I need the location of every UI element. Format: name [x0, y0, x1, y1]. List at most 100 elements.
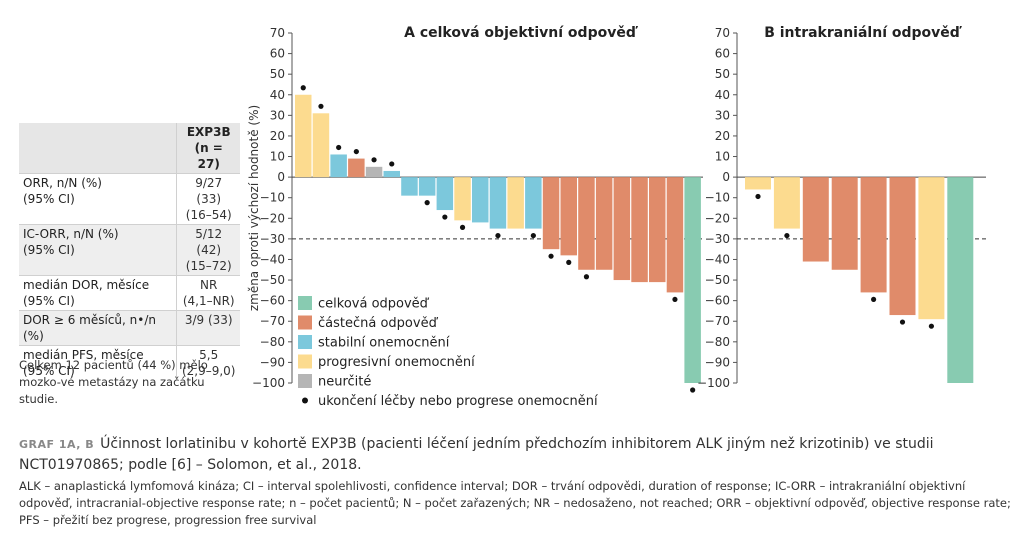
- caption-text: Účinnost lorlatinibu v kohortě EXP3B (pa…: [19, 436, 934, 473]
- y-tick-label: 10: [715, 150, 730, 164]
- chart-title: A celková objektivní odpověď: [404, 25, 639, 41]
- legend-dot: [302, 397, 308, 404]
- bar-response: [684, 177, 701, 383]
- y-tick-label: −50: [705, 273, 730, 287]
- discontinued-dot: [459, 224, 466, 230]
- y-tick-label: 50: [270, 67, 285, 81]
- bar-progressive: [745, 177, 771, 190]
- row-value-text: 9/27 (33): [195, 176, 223, 206]
- y-tick-label: −40: [705, 252, 730, 266]
- discontinued-dot: [442, 214, 448, 220]
- y-tick-label: 60: [715, 47, 730, 61]
- y-tick-label: 40: [270, 88, 285, 102]
- bar-stable: [436, 177, 454, 211]
- discontinued-dot: [672, 296, 678, 303]
- row-sublabel-text: (95% CI): [23, 243, 75, 257]
- legend-label: ukončení léčby nebo progrese onemocnění: [318, 394, 598, 409]
- row-label-text: medián DOR, měsíce: [23, 278, 150, 292]
- discontinued-dot: [928, 323, 935, 329]
- table-row: DOR ≥ 6 měsíců, n•/n (%) 3/9 (33): [19, 310, 240, 346]
- discontinued-dot: [784, 232, 790, 239]
- y-axis-label: změna oproti výchozí hodnotě (%): [247, 105, 261, 311]
- discontinued-dot: [899, 319, 906, 325]
- table-row: IC-ORR, n/N (%) (95% CI) 5/12 (42) (15–72): [19, 224, 240, 276]
- y-tick-label: 10: [270, 150, 285, 164]
- bar-progressive: [918, 177, 945, 320]
- bar-partial: [889, 177, 916, 316]
- efficacy-table: EXP3B (n = 27) ORR, n/N (%) (95% CI) 9/27 …: [19, 123, 240, 380]
- y-tick-label: −40: [260, 252, 285, 266]
- table-row: ORR, n/N (%) (95% CI) 9/27 (33) (16–54): [19, 173, 240, 225]
- y-tick-label: −70: [260, 314, 285, 328]
- bar-stable: [418, 177, 436, 196]
- y-tick-label: −30: [260, 232, 285, 246]
- table-row-value: 9/27 (33) (16–54): [176, 173, 240, 225]
- row-sublabel-text: (95% CI): [23, 364, 75, 378]
- bar-progressive: [312, 113, 330, 178]
- discontinued-dot: [318, 103, 324, 109]
- y-tick-label: 50: [715, 67, 730, 81]
- discontinued-dot: [371, 157, 377, 163]
- brain-metastases-note: Celkem 12 pacientů (44 %) mělo mozko-vé …: [19, 358, 208, 406]
- bar-partial: [578, 177, 595, 270]
- y-tick-label: −100: [697, 376, 730, 390]
- legend-swatch-undetermined: [298, 374, 312, 388]
- bar-stable: [401, 177, 418, 196]
- discontinued-dot: [530, 232, 536, 239]
- legend-label: stabilní onemocnění: [318, 336, 450, 351]
- row-label-text: DOR ≥ 6 měsíců, n•/n (%): [23, 313, 156, 343]
- bar-partial: [860, 177, 887, 293]
- bar-partial: [595, 177, 613, 270]
- y-tick-label: −20: [260, 211, 285, 225]
- table-header-n: (n = 27): [194, 141, 223, 171]
- figure-caption: GRAF 1A, B Účinnost lorlatinibu v kohortě…: [19, 434, 1019, 475]
- bar-partial: [666, 177, 684, 293]
- y-tick-label: −10: [705, 191, 730, 205]
- bar-response: [947, 177, 974, 383]
- bar-partial: [831, 177, 858, 270]
- y-tick-label: −80: [705, 335, 730, 349]
- discontinued-dot: [690, 387, 696, 393]
- y-tick-label: −20: [705, 211, 730, 225]
- y-tick-label: −60: [260, 294, 285, 308]
- y-tick-label: 30: [270, 108, 285, 122]
- row-value-text: 5,5: [199, 348, 219, 362]
- y-tick-label: −60: [705, 294, 730, 308]
- legend-swatch-response: [298, 296, 312, 310]
- y-tick-label: 60: [270, 47, 285, 61]
- bar-progressive: [454, 177, 471, 221]
- table-row-value: 3/9 (33): [176, 310, 240, 346]
- abbreviations-footnote: ALK – anaplastická lymfomová kináza; CI …: [19, 479, 1011, 527]
- y-tick-label: 20: [715, 129, 730, 143]
- row-sublabel-text: (95% CI): [23, 192, 75, 206]
- discontinued-dot: [755, 193, 761, 200]
- y-tick-label: −50: [260, 273, 285, 287]
- bar-stable: [472, 177, 489, 223]
- legend-label: neurčité: [318, 375, 371, 390]
- discontinued-dot: [353, 148, 359, 155]
- bar-partial: [631, 177, 648, 283]
- table-row: medián DOR, měsíce (95% CI) NR (4,1–NR): [19, 275, 240, 311]
- bar-partial: [560, 177, 577, 256]
- y-tick-label: −90: [260, 355, 285, 369]
- bar-progressive: [773, 177, 800, 229]
- table-row-value: 5/12 (42) (15–72): [176, 224, 240, 276]
- row-value-text: 5/12 (42): [195, 227, 223, 257]
- table-row-label: IC-ORR, n/N (%) (95% CI): [19, 225, 177, 276]
- row-label-text: medián PFS, měsíce: [23, 348, 144, 362]
- table-row-label: DOR ≥ 6 měsíců, n•/n (%): [19, 311, 177, 346]
- table-header-title: EXP3B: [186, 125, 231, 139]
- row-subvalue-text: (4,1–NR): [182, 294, 235, 308]
- row-value-text: 3/9 (33): [184, 313, 233, 327]
- row-subvalue-text: (15–72): [185, 259, 232, 273]
- legend-swatch-partial: [298, 315, 312, 330]
- y-tick-label: 0: [722, 170, 730, 184]
- y-tick-label: −10: [260, 191, 285, 205]
- bar-stable: [489, 177, 507, 229]
- row-sublabel-text: (95% CI): [23, 294, 75, 308]
- discontinued-dot: [495, 232, 501, 239]
- y-tick-label: 30: [715, 108, 730, 122]
- y-tick-label: 20: [270, 129, 285, 143]
- table-header-row: EXP3B (n = 27): [19, 123, 240, 174]
- bar-partial: [348, 158, 365, 178]
